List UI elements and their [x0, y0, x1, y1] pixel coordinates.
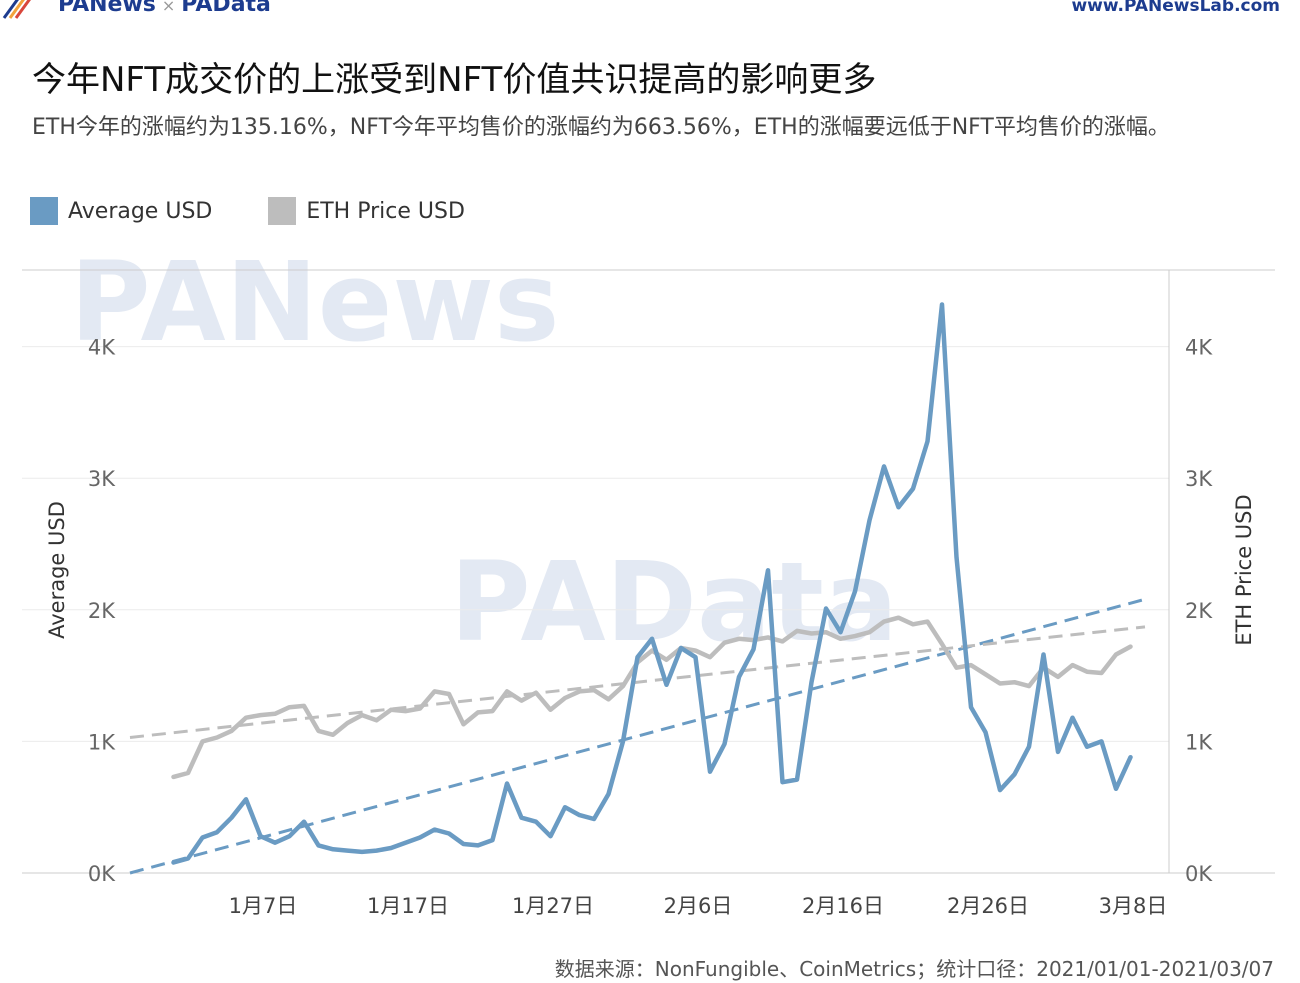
brand-separator: × [161, 0, 176, 15]
series-group [171, 302, 1133, 865]
data-source: 数据来源：NonFungible、CoinMetrics；统计口径：2021/0… [554, 957, 1274, 981]
x-tick-label: 1月27日 [512, 894, 594, 918]
eth-trendline [129, 625, 1146, 739]
chart-subtitle: ETH今年的涨幅约为135.16%，NFT今年平均售价的涨幅约为663.56%，… [32, 115, 1170, 140]
x-tick-label: 1月17日 [367, 894, 449, 918]
line-chart: PANews PAData 0K 1K 2K 3K 4K 0K 1K 2K 3K 4K 1月7日… [22, 240, 1275, 918]
x-tick-label: 2月6日 [664, 894, 733, 918]
y-axis-label-right: ETH Price USD [1232, 494, 1256, 645]
right-y-ticks: 0K 1K 2K 3K 4K [1185, 336, 1213, 886]
site-url[interactable]: www.PANewsLab.com [1071, 0, 1280, 16]
legend-label-average: Average USD [68, 198, 213, 224]
brand-panews: PANews [58, 0, 156, 17]
y-tick-label-left: 1K [88, 730, 116, 754]
y-axis-label-left: Average USD [45, 501, 69, 639]
y-tick-label-right: 4K [1185, 336, 1213, 360]
y-tick-label-right: 2K [1185, 599, 1213, 623]
watermark-group: PANews PAData [70, 240, 898, 666]
y-tick-label-right: 3K [1185, 467, 1213, 491]
legend-swatch-average [30, 197, 58, 225]
x-tick-label: 2月26日 [947, 894, 1029, 918]
grid-group [22, 346, 1169, 742]
x-ticks: 1月7日 1月17日 1月27日 2月6日 2月16日 2月26日 3月8日 [229, 894, 1168, 918]
brand-padata: PAData [181, 0, 271, 17]
watermark-padata: PAData [450, 538, 898, 666]
x-tick-label: 2月16日 [802, 894, 884, 918]
x-tick-label: 1月7日 [229, 894, 298, 918]
chart-legend: Average USD ETH Price USD [30, 196, 521, 226]
trendline-group [129, 597, 1146, 875]
panews-logo-icon [2, 0, 31, 19]
series-line-average-usd[interactable] [171, 302, 1133, 865]
y-tick-label-right: 1K [1185, 730, 1213, 754]
series-line-eth-price-usd[interactable] [171, 615, 1133, 780]
y-tick-label-left: 0K [88, 862, 116, 886]
left-y-ticks: 0K 1K 2K 3K 4K [88, 336, 116, 886]
brand-title: PANews × PAData [58, 0, 271, 17]
y-tick-label-right: 0K [1185, 862, 1213, 886]
legend-item-average[interactable]: Average USD [30, 197, 212, 225]
watermark-panews: PANews [70, 240, 559, 366]
legend-label-eth: ETH Price USD [306, 198, 465, 224]
legend-swatch-eth [268, 197, 297, 225]
x-tick-label: 3月8日 [1099, 894, 1168, 918]
chart-title: 今年NFT成交价的上涨受到NFT价值共识提高的影响更多 [32, 60, 877, 100]
legend-item-eth[interactable]: ETH Price USD [268, 197, 465, 225]
brand-header: PANews × PAData www.PANewsLab.com [0, 0, 1300, 22]
y-tick-label-left: 4K [88, 336, 116, 360]
y-tick-label-left: 3K [88, 467, 116, 491]
y-tick-label-left: 2K [88, 599, 116, 623]
